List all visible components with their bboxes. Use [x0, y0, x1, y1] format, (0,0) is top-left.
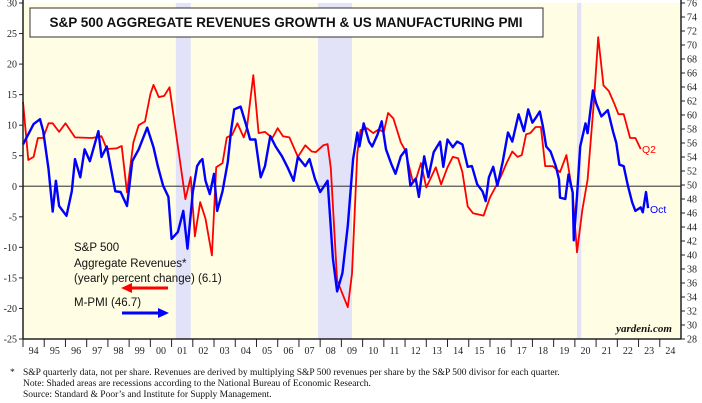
left-axis-tick-label: -25: [4, 335, 17, 346]
left-axis-tick-label: 15: [7, 90, 17, 101]
right-axis-tick-label: 66: [687, 69, 697, 80]
x-axis-tick-label: 10: [368, 346, 378, 357]
x-axis-tick-label: 09: [347, 346, 357, 357]
legend-pmi-label: M-PMI (46.7): [74, 297, 141, 309]
legend-revenues-line1: S&P 500: [74, 242, 119, 254]
x-axis-tick-label: 00: [156, 346, 166, 357]
x-axis-tick-label: 95: [50, 346, 60, 357]
right-axis-tick-label: 64: [687, 83, 697, 94]
x-axis-tick-label: 01: [177, 346, 187, 357]
left-axis-tick-label: 10: [7, 121, 17, 132]
left-axis-tick-label: 20: [7, 60, 17, 71]
right-axis-tick-label: 48: [687, 195, 697, 206]
left-axis-tick-label: 0: [12, 182, 17, 193]
right-axis-tick-label: 50: [687, 181, 697, 192]
x-axis-tick-label: 16: [496, 346, 506, 357]
footnote-marker: *: [10, 368, 15, 378]
right-axis-tick-label: 42: [687, 237, 697, 248]
x-axis-tick-label: 99: [135, 346, 145, 357]
legend-revenues-line3: (yearly percent change) (6.1): [74, 273, 222, 285]
x-axis-tick-label: 07: [305, 346, 315, 357]
right-axis-tick-label: 74: [687, 13, 697, 24]
title-box: [29, 7, 544, 38]
brand-watermark: yardeni.com: [614, 323, 672, 335]
legend-red-left-arrow-icon: [121, 283, 168, 293]
x-axis-tick-label: 02: [198, 346, 208, 357]
right-axis-tick-label: 28: [687, 335, 697, 346]
right-axis-tick-label: 54: [687, 153, 697, 164]
x-axis-tick-label: 94: [29, 346, 39, 357]
pmi-line: [21, 89, 650, 293]
recession-band: [175, 3, 191, 339]
right-axis-tick-label: 58: [687, 125, 697, 136]
x-axis-tick-label: 15: [474, 346, 484, 357]
pmi-end-label: Oct: [650, 204, 666, 216]
left-axis-tick-label: 25: [7, 29, 17, 40]
x-axis-tick-label: 22: [623, 346, 633, 357]
x-axis-tick-label: 98: [114, 346, 124, 357]
left-axis-tick-label: 5: [12, 151, 17, 162]
x-axis-tick-label: 05: [262, 346, 272, 357]
right-axis-tick-label: 60: [687, 111, 697, 122]
x-axis-tick-label: 23: [644, 346, 654, 357]
right-axis-tick-label: 40: [687, 251, 697, 262]
legend-blue-right-arrow-icon: [122, 308, 169, 318]
footnote-2: Note: Shaded areas are recessions accord…: [23, 378, 371, 389]
x-axis-tick-label: 21: [602, 346, 612, 357]
right-axis-tick-label: 56: [687, 139, 697, 150]
x-axis-tick-label: 03: [220, 346, 230, 357]
footnote-3: Source: Standard & Poor’s and Institute …: [23, 389, 272, 400]
right-axis-tick-label: 46: [687, 209, 697, 220]
right-axis-tick-label: 72: [687, 27, 697, 38]
x-axis-tick-label: 96: [71, 346, 81, 357]
left-axis-tick-label: -20: [4, 304, 17, 315]
right-axis-tick-label: 70: [687, 41, 697, 52]
axes: 302520151050-5-10-15-20-2576747270686664…: [4, 0, 697, 357]
series-group: [21, 36, 650, 309]
right-axis-tick-label: 52: [687, 167, 697, 178]
revenues-end-label: Q2: [642, 144, 656, 156]
x-axis-tick-label: 18: [538, 346, 548, 357]
x-axis-tick-label: 19: [559, 346, 569, 357]
footnote-1: S&P quarterly data, not per share. Reven…: [23, 367, 560, 378]
recession-band: [318, 3, 352, 339]
x-axis-tick-label: 11: [390, 346, 400, 357]
right-axis-tick-label: 36: [687, 279, 697, 290]
x-axis-tick-label: 06: [283, 346, 293, 357]
x-axis-tick-label: 13: [432, 346, 442, 357]
x-axis-tick-label: 12: [411, 346, 421, 357]
left-axis-tick-label: -10: [4, 243, 17, 254]
right-axis-tick-label: 68: [687, 55, 697, 66]
x-axis-tick-label: 24: [665, 346, 675, 357]
chart-title: S&P 500 AGGREGATE REVENUES GROWTH & US M…: [49, 15, 522, 30]
right-axis-tick-label: 32: [687, 307, 697, 318]
left-axis-tick-label: -15: [4, 273, 17, 284]
x-axis-tick-label: 97: [92, 346, 102, 357]
right-axis-tick-label: 44: [687, 223, 697, 234]
x-axis-tick-label: 14: [453, 346, 463, 357]
x-axis-tick-label: 04: [241, 346, 251, 357]
legend-revenues-line2: Aggregate Revenues*: [74, 258, 187, 270]
right-axis-tick-label: 62: [687, 97, 697, 108]
right-axis-tick-label: 38: [687, 265, 697, 276]
left-axis-tick-label: -5: [9, 212, 17, 223]
right-axis-tick-label: 34: [687, 293, 697, 304]
x-axis-tick-label: 17: [517, 346, 527, 357]
right-axis-tick-label: 76: [687, 0, 697, 10]
left-axis-tick-label: 30: [7, 0, 17, 10]
revenues-growth-line: [22, 36, 642, 309]
x-axis-tick-label: 08: [326, 346, 336, 357]
x-axis-tick-label: 20: [580, 346, 590, 357]
right-axis-tick-label: 30: [687, 321, 697, 332]
